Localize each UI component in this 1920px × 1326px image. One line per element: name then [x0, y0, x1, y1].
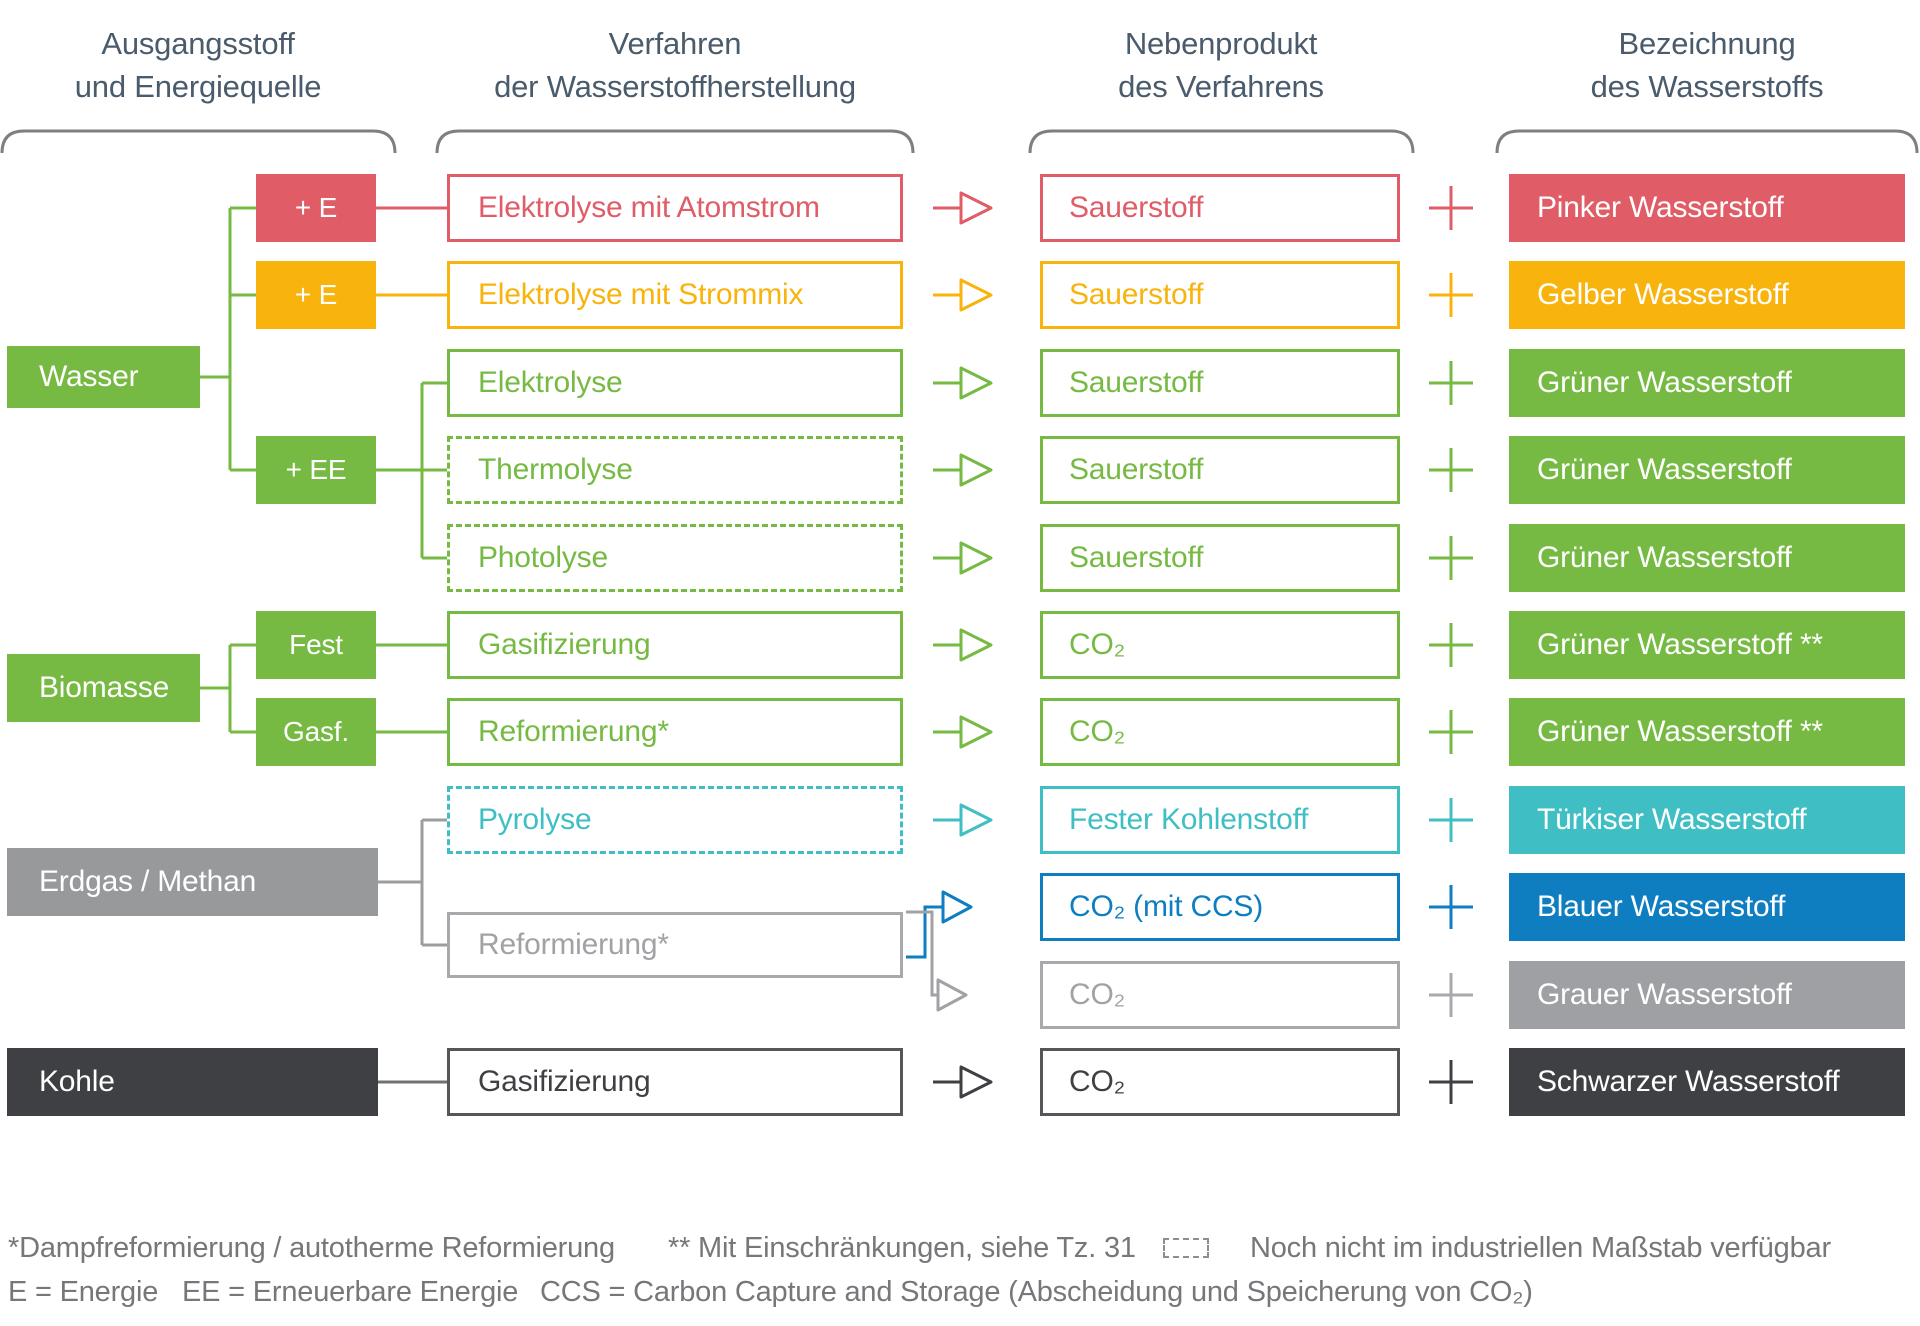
abbr-ccs: CCS = Carbon Capture and Storage (Absche…: [540, 1276, 1533, 1308]
column-header-byproduct: Nebenprodukt des Verfahrens: [1118, 22, 1324, 108]
process-box: Pyrolyse: [447, 786, 903, 854]
hydrogen-name-box: Grüner Wasserstoff **: [1509, 698, 1905, 766]
header-line: Verfahren: [608, 26, 742, 61]
process-box: Elektrolyse mit Strommix: [447, 261, 903, 329]
plus-icon: [1429, 536, 1473, 580]
process-box: Elektrolyse: [447, 349, 903, 417]
source-box: Biomasse: [7, 654, 200, 722]
process-box: Reformierung*: [447, 698, 903, 766]
hydrogen-name-box: Pinker Wasserstoff: [1509, 174, 1905, 242]
byproduct-box: Sauerstoff: [1040, 174, 1400, 242]
header-line: Ausgangsstoff: [101, 26, 295, 61]
hydrogen-name-box: Grüner Wasserstoff: [1509, 524, 1905, 592]
footnote-dashed: Noch nicht im industriellen Maßstab verf…: [1250, 1232, 1831, 1264]
header-line: Bezeichnung: [1618, 26, 1796, 61]
hydrogen-name-box: Blauer Wasserstoff: [1509, 873, 1905, 941]
byproduct-box: Sauerstoff: [1040, 261, 1400, 329]
byproduct-box: Sauerstoff: [1040, 436, 1400, 504]
header-line: Nebenprodukt: [1124, 26, 1318, 61]
source-box: Wasser: [7, 346, 200, 408]
header-line: und Energiequelle: [74, 69, 322, 104]
arrow-head-icon: [959, 366, 993, 400]
dashed-box-icon: [1163, 1238, 1209, 1258]
header-line: des Verfahrens: [1118, 69, 1324, 104]
plus-icon: [1429, 1060, 1473, 1104]
column-header-source: Ausgangsstoff und Energiequelle: [75, 22, 322, 108]
branch-tag: + E: [256, 174, 376, 242]
column-header-name: Bezeichnung des Wasserstoffs: [1591, 22, 1824, 108]
byproduct-box: CO₂ (mit CCS): [1040, 873, 1400, 941]
byproduct-box: CO₂: [1040, 1048, 1400, 1116]
arrow-head-icon: [959, 278, 993, 312]
arrow-head-icon: [959, 803, 993, 837]
process-box: Gasifizierung: [447, 611, 903, 679]
plus-icon: [1429, 273, 1473, 317]
byproduct-box: CO₂: [1040, 961, 1400, 1029]
branch-tag: Gasf.: [256, 698, 376, 766]
abbr-energie: E = Energie: [8, 1276, 159, 1308]
arrow-head-icon: [959, 1065, 993, 1099]
branch-tag: + EE: [256, 436, 376, 504]
column-bracket-icon: [1028, 129, 1415, 154]
arrow-head-icon: [959, 541, 993, 575]
plus-icon: [1429, 973, 1473, 1017]
plus-icon: [1429, 710, 1473, 754]
process-box: Gasifizierung: [447, 1048, 903, 1116]
byproduct-box: CO₂: [1040, 611, 1400, 679]
byproduct-box: Sauerstoff: [1040, 524, 1400, 592]
hydrogen-name-box: Grüner Wasserstoff: [1509, 349, 1905, 417]
column-bracket-icon: [1495, 129, 1919, 154]
arrow-shaft: [906, 905, 943, 959]
process-box: Photolyse: [447, 524, 903, 592]
plus-icon: [1429, 361, 1473, 405]
byproduct-box: CO₂: [1040, 698, 1400, 766]
source-box: Erdgas / Methan: [7, 848, 378, 916]
source-box: Kohle: [7, 1048, 378, 1116]
hydrogen-name-box: Grüner Wasserstoff **: [1509, 611, 1905, 679]
header-line: des Wasserstoffs: [1590, 69, 1824, 104]
branch-tag: + E: [256, 261, 376, 329]
plus-icon: [1429, 448, 1473, 492]
arrow-shaft: [906, 910, 938, 997]
branch-tag: Fest: [256, 611, 376, 679]
hydrogen-name-box: Grüner Wasserstoff: [1509, 436, 1905, 504]
column-bracket-icon: [435, 129, 915, 154]
hydrogen-name-box: Türkiser Wasserstoff: [1509, 786, 1905, 854]
hydrogen-name-box: Schwarzer Wasserstoff: [1509, 1048, 1905, 1116]
header-line: der Wasserstoffherstellung: [494, 69, 856, 104]
hydrogen-name-box: Grauer Wasserstoff: [1509, 961, 1905, 1029]
arrow-head-icon: [959, 453, 993, 487]
hydrogen-name-box: Gelber Wasserstoff: [1509, 261, 1905, 329]
plus-icon: [1429, 186, 1473, 230]
footnote-double-star: ** Mit Einschränkungen, siehe Tz. 31: [668, 1232, 1136, 1264]
process-box: Elektrolyse mit Atomstrom: [447, 174, 903, 242]
abbr-erneuerbare: EE = Erneuerbare Energie: [182, 1276, 519, 1308]
arrow-head-icon: [936, 978, 968, 1012]
footnote-star: *Dampfreformierung / autotherme Reformie…: [8, 1232, 615, 1264]
process-box-shared: Reformierung*: [447, 912, 903, 978]
arrow-head-icon: [941, 890, 973, 924]
plus-icon: [1429, 623, 1473, 667]
byproduct-box: Fester Kohlenstoff: [1040, 786, 1400, 854]
arrow-head-icon: [959, 191, 993, 225]
plus-icon: [1429, 798, 1473, 842]
process-box: Thermolyse: [447, 436, 903, 504]
arrow-head-icon: [959, 628, 993, 662]
column-header-process: Verfahren der Wasserstoffherstellung: [494, 22, 856, 108]
column-bracket-icon: [0, 129, 397, 154]
arrow-head-icon: [959, 715, 993, 749]
byproduct-box: Sauerstoff: [1040, 349, 1400, 417]
plus-icon: [1429, 885, 1473, 929]
